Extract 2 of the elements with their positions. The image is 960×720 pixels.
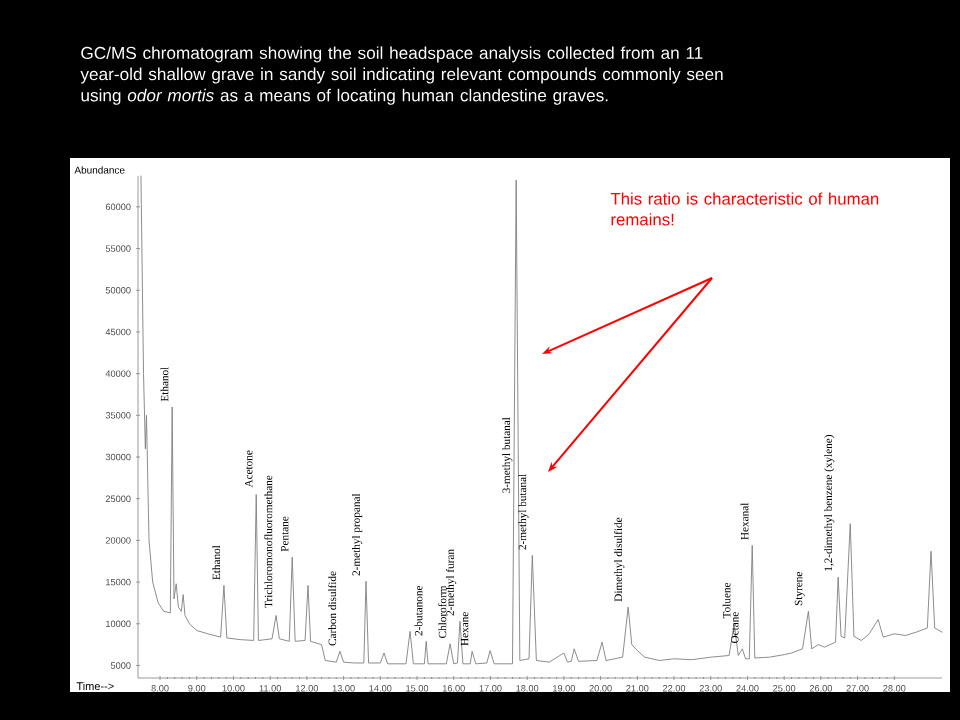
annotation: This ratio is characteristic of human remains! bbox=[610, 192, 879, 226]
chart-title: GC/MS chromatogram showing the soil headspace analysis collected from an 11 year-old shallow grave in sandy soil indicating relevant compounds commonly seen using odor mortis as a means of locating human clandestine graves. bbox=[80, 46, 723, 105]
